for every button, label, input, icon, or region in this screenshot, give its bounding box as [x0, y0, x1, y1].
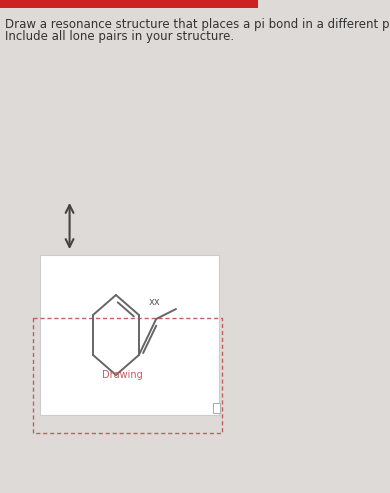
Bar — [33, 318, 222, 433]
Bar — [0, 0, 259, 8]
Bar — [213, 403, 220, 413]
Bar — [40, 255, 219, 415]
Text: xx: xx — [148, 297, 160, 307]
Text: Include all lone pairs in your structure.: Include all lone pairs in your structure… — [5, 30, 234, 43]
Text: Drawing: Drawing — [102, 370, 143, 380]
Text: Draw a resonance structure that places a pi bond in a different position.: Draw a resonance structure that places a… — [5, 18, 390, 31]
